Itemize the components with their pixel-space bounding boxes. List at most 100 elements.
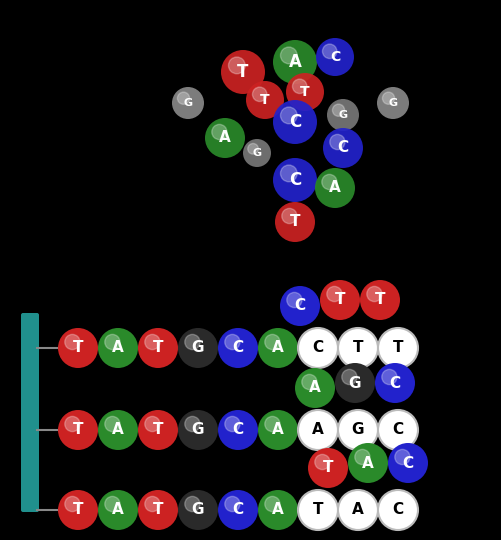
Text: T: T: [300, 85, 310, 99]
Circle shape: [305, 334, 320, 349]
Circle shape: [258, 490, 298, 530]
Text: T: T: [375, 293, 385, 307]
Circle shape: [330, 134, 345, 150]
Circle shape: [345, 416, 360, 431]
Text: C: C: [402, 456, 413, 470]
Text: T: T: [323, 461, 333, 476]
Circle shape: [258, 328, 298, 368]
Circle shape: [273, 158, 317, 202]
Circle shape: [178, 328, 218, 368]
Circle shape: [385, 496, 400, 511]
Circle shape: [282, 208, 297, 224]
Text: T: T: [335, 293, 345, 307]
Circle shape: [345, 334, 360, 349]
Circle shape: [246, 81, 284, 119]
Text: C: C: [232, 422, 243, 437]
Text: G: G: [192, 341, 204, 355]
Text: G: G: [352, 422, 364, 437]
Text: T: T: [393, 341, 403, 355]
Circle shape: [378, 328, 418, 368]
Text: C: C: [330, 50, 340, 64]
Circle shape: [298, 490, 338, 530]
Circle shape: [225, 496, 240, 511]
Circle shape: [177, 92, 189, 104]
Circle shape: [382, 92, 395, 104]
Text: C: C: [338, 140, 349, 156]
Circle shape: [382, 369, 397, 384]
Circle shape: [302, 374, 317, 389]
Text: G: G: [339, 110, 348, 120]
Circle shape: [315, 168, 355, 208]
Circle shape: [345, 496, 360, 511]
Circle shape: [178, 490, 218, 530]
Text: G: G: [349, 375, 361, 390]
Circle shape: [281, 47, 297, 64]
Circle shape: [338, 328, 378, 368]
Circle shape: [212, 124, 227, 140]
Text: A: A: [309, 381, 321, 395]
Text: C: C: [392, 422, 404, 437]
Circle shape: [265, 416, 280, 431]
Text: G: G: [192, 503, 204, 517]
Circle shape: [305, 496, 320, 511]
Circle shape: [172, 87, 204, 119]
Text: G: G: [388, 98, 398, 108]
Circle shape: [385, 416, 400, 431]
Circle shape: [273, 100, 317, 144]
Text: A: A: [352, 503, 364, 517]
Text: A: A: [112, 503, 124, 517]
Circle shape: [265, 496, 280, 511]
Circle shape: [335, 363, 375, 403]
Circle shape: [388, 443, 428, 483]
Circle shape: [305, 416, 320, 431]
Circle shape: [355, 449, 370, 464]
Circle shape: [281, 107, 297, 124]
Circle shape: [286, 73, 324, 111]
Text: C: C: [295, 299, 306, 314]
Text: C: C: [232, 341, 243, 355]
Circle shape: [105, 416, 120, 431]
Circle shape: [58, 328, 98, 368]
Text: A: A: [272, 503, 284, 517]
Circle shape: [65, 334, 80, 349]
Circle shape: [218, 328, 258, 368]
Circle shape: [395, 449, 410, 464]
Circle shape: [65, 416, 80, 431]
Circle shape: [185, 334, 200, 349]
Circle shape: [377, 87, 409, 119]
Circle shape: [316, 38, 354, 76]
Circle shape: [333, 104, 345, 116]
Circle shape: [385, 334, 400, 349]
Circle shape: [228, 57, 245, 74]
Circle shape: [298, 328, 338, 368]
Circle shape: [65, 496, 80, 511]
Circle shape: [327, 99, 359, 131]
Circle shape: [308, 448, 348, 488]
Circle shape: [327, 286, 342, 302]
Circle shape: [58, 410, 98, 450]
Text: G: G: [183, 98, 192, 108]
Text: T: T: [153, 341, 163, 355]
Circle shape: [375, 363, 415, 403]
Circle shape: [275, 202, 315, 242]
Text: C: C: [313, 341, 324, 355]
Circle shape: [98, 410, 138, 450]
Text: T: T: [290, 214, 300, 230]
Text: C: C: [232, 503, 243, 517]
Circle shape: [320, 280, 360, 320]
Circle shape: [138, 490, 178, 530]
Text: T: T: [260, 93, 270, 107]
Text: T: T: [353, 341, 363, 355]
Text: A: A: [112, 422, 124, 437]
Circle shape: [225, 416, 240, 431]
Circle shape: [348, 443, 388, 483]
Circle shape: [205, 118, 245, 158]
Circle shape: [323, 44, 337, 58]
Circle shape: [138, 328, 178, 368]
Circle shape: [281, 165, 297, 182]
Circle shape: [322, 174, 337, 190]
Text: T: T: [73, 341, 83, 355]
Circle shape: [367, 286, 382, 302]
Text: T: T: [153, 422, 163, 437]
Text: A: A: [272, 422, 284, 437]
